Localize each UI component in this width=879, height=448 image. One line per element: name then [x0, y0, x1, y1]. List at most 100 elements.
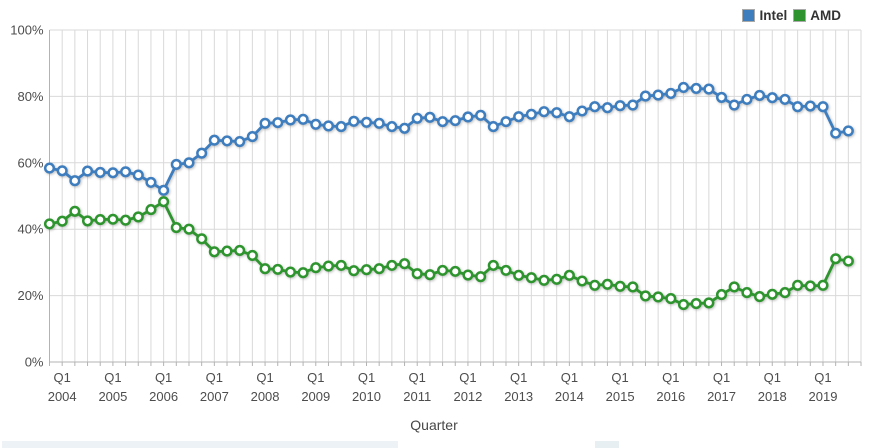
amd-data-point[interactable]	[754, 291, 766, 303]
amd-data-point[interactable]	[424, 269, 436, 281]
intel-data-point[interactable]	[449, 115, 461, 127]
amd-data-point[interactable]	[766, 288, 778, 300]
intel-data-point[interactable]	[741, 93, 753, 105]
amd-data-point[interactable]	[272, 263, 284, 275]
intel-data-point[interactable]	[221, 135, 233, 147]
amd-data-point[interactable]	[576, 275, 588, 287]
intel-data-point[interactable]	[589, 101, 601, 113]
intel-data-point[interactable]	[360, 116, 373, 128]
intel-data-point[interactable]	[715, 91, 728, 103]
amd-data-point[interactable]	[677, 299, 690, 311]
intel-data-point[interactable]	[373, 117, 385, 129]
intel-data-point[interactable]	[246, 131, 258, 143]
intel-data-point[interactable]	[779, 93, 791, 105]
intel-data-point[interactable]	[538, 106, 550, 118]
intel-data-point[interactable]	[728, 99, 740, 111]
amd-data-point[interactable]	[538, 274, 550, 286]
amd-data-point[interactable]	[627, 281, 639, 293]
intel-data-point[interactable]	[322, 120, 335, 132]
intel-data-point[interactable]	[234, 136, 246, 148]
amd-data-point[interactable]	[94, 214, 106, 226]
amd-data-point[interactable]	[500, 264, 512, 276]
amd-data-point[interactable]	[804, 280, 816, 292]
amd-data-point[interactable]	[335, 259, 347, 271]
amd-data-point[interactable]	[43, 218, 56, 230]
intel-data-point[interactable]	[614, 100, 626, 112]
amd-data-point[interactable]	[310, 262, 322, 274]
intel-data-point[interactable]	[170, 158, 182, 171]
intel-data-point[interactable]	[208, 134, 220, 146]
intel-data-point[interactable]	[525, 108, 537, 120]
amd-data-point[interactable]	[398, 258, 411, 270]
amd-data-point[interactable]	[437, 264, 449, 276]
intel-data-point[interactable]	[627, 99, 639, 111]
amd-data-point[interactable]	[132, 211, 144, 223]
amd-data-point[interactable]	[513, 269, 525, 281]
intel-data-point[interactable]	[158, 184, 170, 196]
intel-data-point[interactable]	[830, 127, 842, 139]
intel-data-point[interactable]	[563, 111, 575, 123]
amd-data-point[interactable]	[56, 215, 68, 227]
intel-data-point[interactable]	[310, 118, 322, 130]
intel-data-point[interactable]	[500, 116, 512, 128]
amd-data-point[interactable]	[449, 265, 461, 277]
intel-data-point[interactable]	[56, 165, 68, 177]
amd-data-point[interactable]	[107, 213, 119, 225]
amd-data-point[interactable]	[525, 272, 537, 284]
intel-data-point[interactable]	[513, 111, 525, 123]
intel-data-point[interactable]	[842, 125, 854, 137]
amd-data-point[interactable]	[297, 267, 309, 279]
amd-data-point[interactable]	[792, 279, 804, 291]
intel-data-point[interactable]	[766, 92, 778, 104]
amd-data-point[interactable]	[741, 287, 753, 299]
amd-data-point[interactable]	[69, 205, 81, 217]
intel-data-point[interactable]	[297, 113, 309, 125]
amd-data-point[interactable]	[551, 273, 563, 285]
amd-data-point[interactable]	[386, 259, 398, 271]
amd-data-point[interactable]	[475, 271, 487, 283]
intel-data-point[interactable]	[259, 117, 271, 129]
intel-data-point[interactable]	[107, 167, 119, 179]
intel-data-point[interactable]	[690, 82, 702, 94]
intel-data-point[interactable]	[462, 111, 474, 123]
intel-data-point[interactable]	[335, 121, 347, 133]
intel-data-point[interactable]	[576, 105, 588, 117]
intel-data-point[interactable]	[437, 116, 449, 128]
intel-data-point[interactable]	[804, 100, 816, 112]
amd-data-point[interactable]	[360, 264, 373, 276]
legend-item-intel[interactable]: Intel	[742, 8, 787, 23]
legend-item-amd[interactable]: AMD	[793, 8, 841, 23]
amd-data-point[interactable]	[715, 289, 728, 301]
amd-data-point[interactable]	[639, 290, 652, 302]
amd-data-point[interactable]	[145, 204, 157, 216]
amd-data-point[interactable]	[487, 259, 499, 271]
amd-data-point[interactable]	[728, 281, 740, 293]
intel-data-point[interactable]	[196, 147, 208, 159]
amd-data-point[interactable]	[348, 265, 360, 277]
amd-data-point[interactable]	[246, 249, 258, 261]
amd-data-point[interactable]	[817, 279, 829, 291]
amd-data-point[interactable]	[614, 280, 626, 292]
amd-data-point[interactable]	[196, 233, 208, 245]
amd-data-point[interactable]	[563, 269, 575, 281]
amd-data-point[interactable]	[259, 263, 271, 275]
amd-data-point[interactable]	[601, 278, 613, 290]
amd-data-point[interactable]	[183, 223, 195, 235]
amd-data-point[interactable]	[158, 196, 170, 208]
intel-data-point[interactable]	[817, 101, 829, 113]
amd-data-point[interactable]	[221, 245, 233, 257]
amd-data-point[interactable]	[842, 255, 854, 267]
intel-data-point[interactable]	[665, 87, 677, 99]
intel-data-point[interactable]	[284, 114, 296, 126]
amd-data-point[interactable]	[703, 297, 715, 309]
intel-data-point[interactable]	[551, 107, 563, 119]
amd-data-point[interactable]	[170, 221, 182, 234]
amd-data-point[interactable]	[81, 215, 94, 227]
intel-data-point[interactable]	[145, 176, 157, 188]
intel-data-point[interactable]	[69, 175, 81, 187]
intel-data-point[interactable]	[652, 89, 664, 101]
intel-data-point[interactable]	[120, 166, 132, 178]
intel-data-point[interactable]	[703, 83, 715, 95]
intel-data-point[interactable]	[94, 166, 106, 178]
amd-data-point[interactable]	[411, 268, 423, 280]
